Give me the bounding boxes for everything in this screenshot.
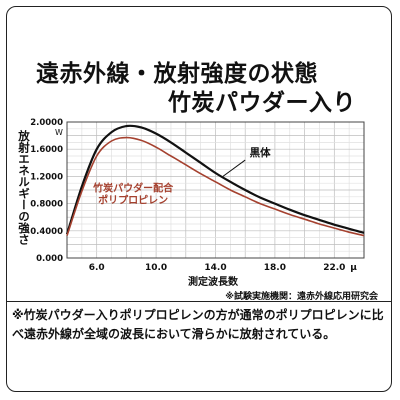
y-tick-label: 0.000 [36, 254, 63, 264]
y-unit-label: W [55, 128, 63, 137]
series-line-blackbody [65, 124, 365, 235]
title-line-1: 遠赤外線・放射強度の状態 [36, 61, 318, 87]
series-line-sample [66, 136, 365, 237]
x-unit-label: μ [350, 263, 357, 273]
source-note: ※試験実施機関：遠赤外線応用研究会 [225, 290, 379, 300]
y-tick-label: 1.2000 [30, 172, 63, 182]
title-line-2: 竹炭パウダー入り [168, 90, 356, 116]
y-tick-label: 2.0000 [30, 118, 63, 128]
y-tick-label: 0.8000 [30, 200, 63, 210]
series-lines [65, 124, 365, 237]
sample-label-line-2: ポリプロピレン [98, 194, 168, 207]
y-tick-label: 1.6000 [30, 145, 63, 155]
x-tick-label: 14.0 [204, 263, 226, 273]
divider [7, 301, 391, 302]
plot-frame [66, 121, 365, 259]
card-frame [6, 6, 392, 392]
x-tick-label: 22.0 [323, 263, 345, 273]
x-tick-label: 18.0 [264, 263, 286, 273]
x-axis-label: 測定波長数 [188, 275, 239, 288]
blackbody-leader [222, 159, 246, 177]
radiation-chart: 0.000 0.4000 0.8000 1.2000 1.6000 2.0000 W 6.… [30, 118, 379, 300]
sample-label-line-1: 竹炭パウダー配合 [92, 181, 174, 194]
footnote: ※竹炭パウダー入りポリプロピレンの方が通常のポリプロピレンに比べ遠赤外線が全域の… [12, 308, 384, 341]
y-tick-labels: 0.000 0.4000 0.8000 1.2000 1.6000 2.0000 [30, 118, 63, 264]
y-tick-label: 0.4000 [30, 227, 63, 237]
x-tick-labels: 6.0 10.0 14.0 18.0 22.0 [89, 263, 346, 273]
x-tick-label: 6.0 [89, 263, 105, 273]
y-axis-label: 放射エネルギーの強さ [17, 130, 31, 245]
blackbody-label: 黒体 [250, 146, 271, 159]
x-tick-label: 10.0 [145, 263, 167, 273]
